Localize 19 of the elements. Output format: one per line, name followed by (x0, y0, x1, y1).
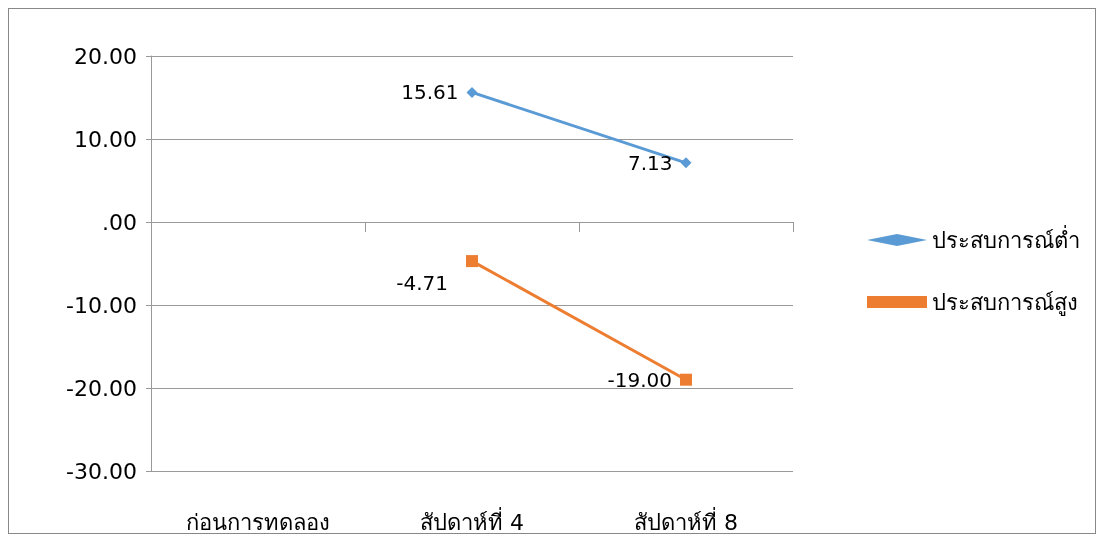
x-tick-label: สัปดาห์ที่ 4 (420, 506, 524, 535)
data-label: -19.00 (607, 367, 672, 392)
y-tick-label: -10.00 (66, 292, 137, 318)
y-tick-label: 20.00 (74, 43, 137, 69)
y-tick-label: .00 (102, 209, 137, 235)
point (466, 86, 478, 98)
y-tick-label: -30.00 (66, 458, 137, 484)
data-label: -4.71 (396, 271, 448, 296)
point (680, 157, 692, 169)
x-tick-label: ก่อนการทดลอง (186, 509, 330, 535)
point (680, 373, 692, 386)
y-tick-label: -20.00 (66, 375, 137, 401)
data-label: 7.13 (627, 150, 673, 175)
legend-label: ประสบการณ์สูง (932, 289, 1078, 316)
x-tick-label: สัปดาห์ที่ 8 (634, 506, 738, 535)
data-label: 15.61 (401, 80, 459, 105)
legend-label: ประสบการณ์ต่ำ (932, 224, 1080, 253)
y-tick-label: 10.00 (74, 126, 137, 152)
point (466, 255, 478, 268)
